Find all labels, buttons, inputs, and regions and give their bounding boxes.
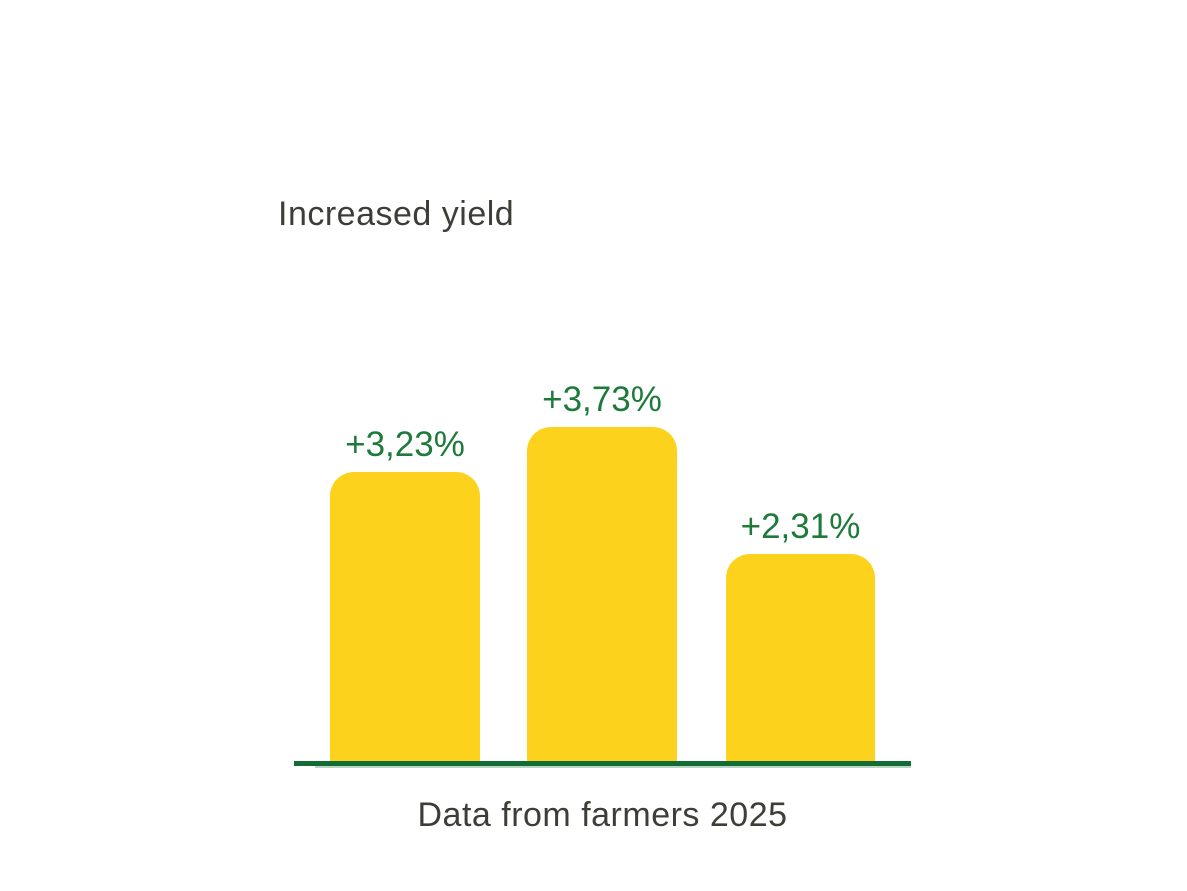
bar-1 — [330, 472, 480, 761]
bar-group-2: +3,73% — [527, 382, 677, 761]
bar-group-1: +3,23% — [330, 427, 480, 761]
bar-group-3: +2,31% — [726, 509, 875, 761]
bar-value-label-1: +3,23% — [345, 425, 465, 464]
chart-caption: Data from farmers 2025 — [417, 796, 788, 834]
x-axis-baseline — [294, 761, 911, 766]
x-axis-baseline-highlight — [315, 766, 911, 768]
bar-3 — [726, 554, 875, 761]
bar-value-label-2: +3,73% — [542, 380, 662, 419]
bar-2 — [527, 427, 677, 761]
chart-title: Increased yield — [278, 195, 515, 233]
bar-value-label-3: +2,31% — [740, 507, 861, 546]
